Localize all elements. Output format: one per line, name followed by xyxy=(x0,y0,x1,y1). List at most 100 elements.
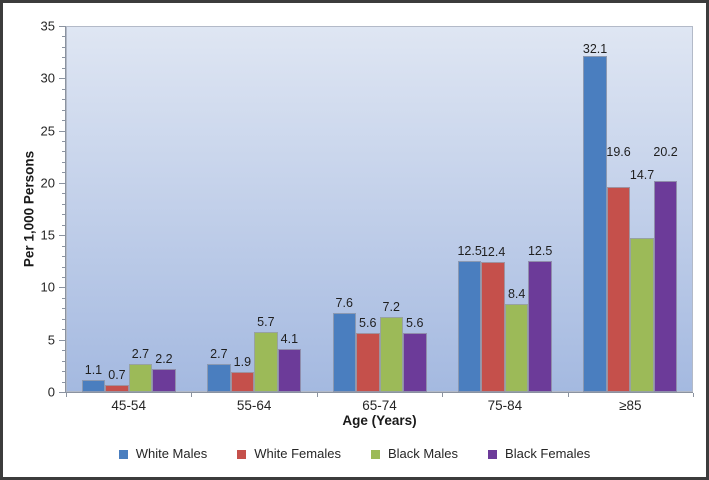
x-axis-tick xyxy=(316,393,318,397)
y-axis-major-tick xyxy=(59,392,65,393)
y-axis-minor-tick xyxy=(62,99,65,101)
y-axis-minor-tick xyxy=(62,151,65,153)
x-axis-tick xyxy=(191,393,193,397)
legend-item-black-females: Black Females xyxy=(488,447,590,461)
y-axis-minor-tick xyxy=(62,120,65,122)
y-axis-minor-tick xyxy=(62,329,65,331)
x-axis-category--85: ≥85 xyxy=(619,398,642,413)
legend: White Males White Females Black Males Black… xyxy=(3,447,706,461)
value-label-black-males-45-54: 2.7 xyxy=(131,346,150,361)
legend-marker-white-females xyxy=(237,449,247,459)
y-axis-tick-label: 35 xyxy=(40,18,55,34)
bar-black-females--85 xyxy=(653,180,678,392)
y-axis-minor-tick xyxy=(62,350,65,352)
value-label-white-females-45-54: 0.7 xyxy=(108,367,126,382)
value-label-white-males-75-84: 12.5 xyxy=(457,244,482,259)
y-axis-minor-tick xyxy=(62,224,65,226)
y-axis-minor-tick xyxy=(62,88,65,90)
y-axis-major-tick xyxy=(59,182,65,184)
value-label-white-males-55-64: 2.7 xyxy=(210,346,228,361)
y-axis-major-tick xyxy=(59,26,65,27)
legend-label: White Males xyxy=(135,446,208,461)
x-axis-tick xyxy=(693,393,694,397)
y-axis-minor-tick xyxy=(62,67,65,69)
bar-black-females-45-54 xyxy=(152,368,176,392)
bar-white-females--85 xyxy=(606,187,631,392)
y-axis-major-tick xyxy=(59,339,65,341)
value-label-white-males-45-54: 1.1 xyxy=(84,363,103,378)
value-label-black-females-65-74: 5.6 xyxy=(406,316,424,331)
x-axis-title: Age (Years) xyxy=(342,413,417,428)
value-label-black-males-55-64: 5.7 xyxy=(257,315,275,330)
value-label-black-females-45-54: 2.2 xyxy=(155,351,173,366)
value-label-black-males--85: 14.7 xyxy=(629,168,655,183)
y-axis-minor-tick xyxy=(62,141,65,143)
x-axis-tick xyxy=(567,393,569,397)
bar-white-females-65-74 xyxy=(356,333,380,392)
legend-label: Black Females xyxy=(505,446,591,461)
bar-black-females-75-84 xyxy=(528,261,552,392)
legend-item-white-males: White Males xyxy=(118,446,208,461)
y-axis-minor-tick xyxy=(62,381,65,383)
x-axis-category-45-54: 45-54 xyxy=(111,398,146,413)
legend-marker-black-females xyxy=(488,449,498,459)
y-axis-minor-tick xyxy=(62,245,65,247)
value-label-white-females-65-74: 5.6 xyxy=(359,316,377,331)
y-axis-major-tick xyxy=(59,78,65,80)
y-axis-minor-tick xyxy=(62,297,65,299)
y-axis-minor-tick xyxy=(62,57,65,59)
legend-marker-white-males xyxy=(118,449,128,459)
y-axis-tick-label: 20 xyxy=(40,175,55,191)
bar-white-males-65-74 xyxy=(332,312,356,392)
y-axis-minor-tick xyxy=(62,371,65,373)
bar-white-females-45-54 xyxy=(105,384,129,392)
x-axis-category-75-84: 75-84 xyxy=(487,398,523,413)
x-axis-tick xyxy=(66,393,67,397)
y-axis-minor-tick xyxy=(62,161,65,163)
y-axis-minor-tick xyxy=(62,318,65,320)
y-axis-tick-label: 5 xyxy=(47,332,55,348)
legend-item-black-males: Black Males xyxy=(370,446,459,461)
bar-white-females-55-64 xyxy=(230,372,255,392)
y-axis-line xyxy=(65,26,66,393)
y-axis-minor-tick xyxy=(62,46,65,48)
y-axis-minor-tick xyxy=(62,172,65,174)
y-axis-minor-tick xyxy=(62,109,65,111)
value-label-black-males-65-74: 7.2 xyxy=(382,299,400,314)
x-axis-line xyxy=(65,392,693,393)
bar-black-females-55-64 xyxy=(277,349,302,392)
legend-marker-black-males xyxy=(370,449,380,459)
y-axis-minor-tick xyxy=(62,193,65,195)
bar-white-males-75-84 xyxy=(457,261,482,392)
bar-white-males--85 xyxy=(583,56,607,392)
y-axis-tick-label: 25 xyxy=(40,123,55,139)
y-axis-minor-tick xyxy=(62,214,65,216)
value-label-black-males-75-84: 8.4 xyxy=(507,287,526,302)
y-axis-minor-tick xyxy=(62,266,65,268)
value-label-black-females-75-84: 12.5 xyxy=(527,244,553,259)
x-axis-category-65-74: 65-74 xyxy=(362,398,397,413)
y-axis-minor-tick xyxy=(62,360,65,362)
bar-black-males-55-64 xyxy=(254,332,278,392)
value-label-white-males-65-74: 7.6 xyxy=(335,295,353,310)
bar-white-males-45-54 xyxy=(81,380,106,392)
bar-black-males-45-54 xyxy=(128,363,153,392)
y-axis-minor-tick xyxy=(62,308,65,310)
value-label-black-females--85: 20.2 xyxy=(653,144,678,159)
legend-label: Black Males xyxy=(387,446,459,461)
bar-black-males-65-74 xyxy=(379,316,403,392)
value-label-black-females-55-64: 4.1 xyxy=(280,332,299,347)
x-axis-tick xyxy=(442,393,444,397)
bar-black-males--85 xyxy=(630,238,654,392)
value-label-white-males--85: 32.1 xyxy=(582,42,608,57)
bar-black-males-75-84 xyxy=(504,304,529,392)
bar-white-females-75-84 xyxy=(481,262,505,392)
y-axis-major-tick xyxy=(59,235,65,237)
value-label-white-females-55-64: 1.9 xyxy=(233,355,252,370)
value-label-white-females--85: 19.6 xyxy=(606,145,631,160)
y-axis-tick-label: 30 xyxy=(40,70,55,86)
y-axis-minor-tick xyxy=(62,203,65,205)
y-axis-minor-tick xyxy=(62,256,65,258)
y-axis-tick-label: 0 xyxy=(47,384,55,400)
